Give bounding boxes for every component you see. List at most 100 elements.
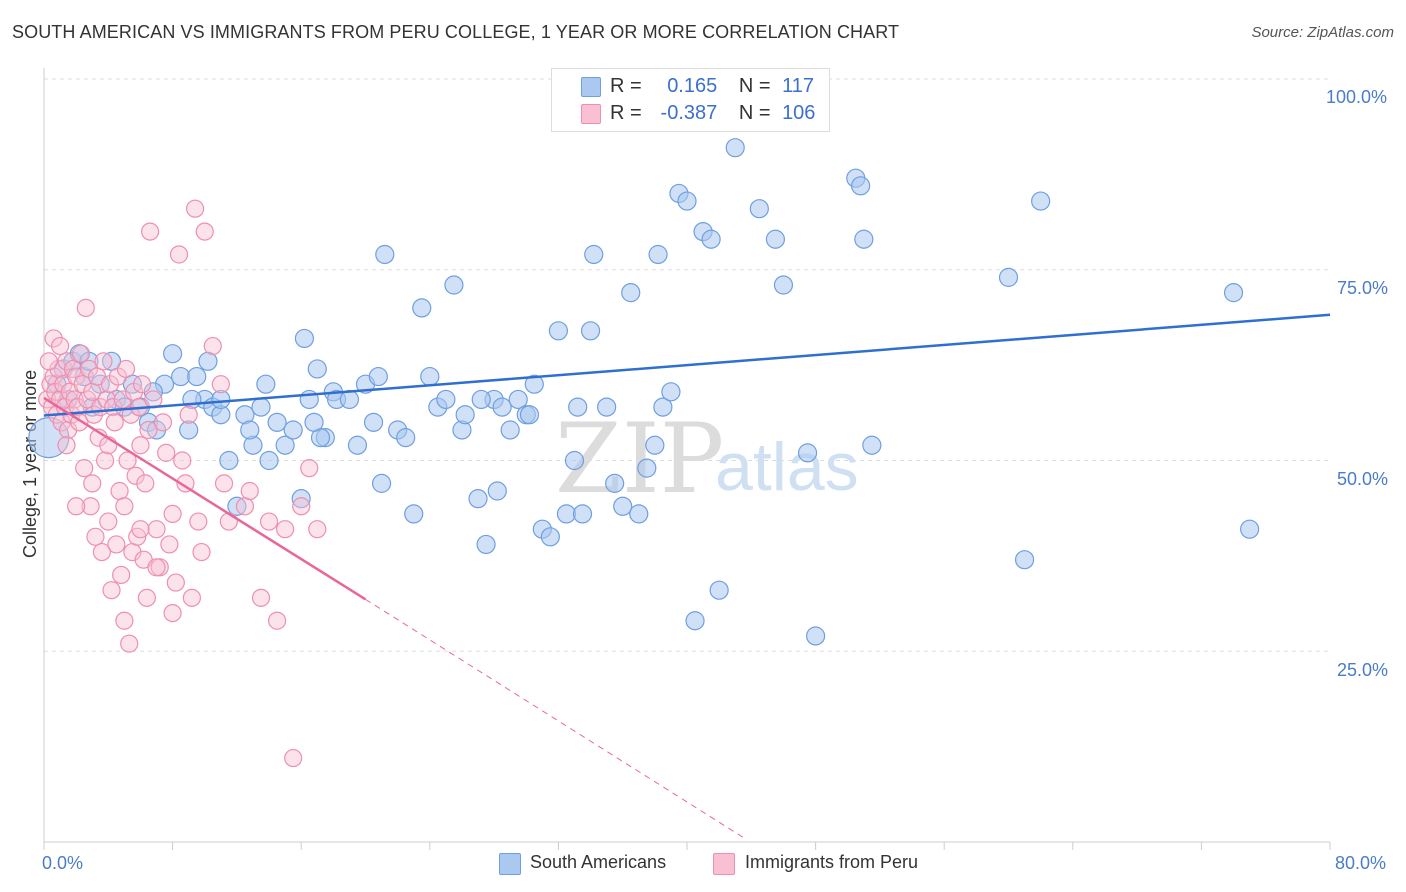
point-immigrants-from-peru (292, 497, 311, 516)
point-immigrants-from-peru (240, 481, 259, 501)
legend-swatch-south-americans (581, 77, 601, 97)
point-immigrants-from-peru (105, 413, 124, 432)
trendline-immigrants-from-peru-extension (365, 598, 744, 838)
point-south-americans (251, 397, 271, 417)
point-immigrants-from-peru (131, 436, 150, 455)
legend-row-south-americans: R = 0.165 N = 117 (610, 75, 814, 98)
point-immigrants-from-peru (115, 497, 134, 516)
point-south-americans (548, 321, 569, 341)
point-south-americans (396, 428, 416, 448)
point-immigrants-from-peru (83, 474, 102, 493)
point-south-americans (275, 435, 295, 455)
bottom-legend-swatch-peru (713, 853, 735, 875)
point-south-americans (773, 275, 794, 295)
bottom-legend-south-americans: South Americans (530, 852, 667, 872)
legend-blue-r: 0.165 (667, 75, 718, 97)
legend-blue-n: 117 (782, 75, 814, 97)
point-south-americans (347, 435, 368, 455)
point-immigrants-from-peru (137, 588, 156, 607)
point-immigrants-from-peru (176, 474, 195, 493)
point-south-americans (556, 504, 577, 524)
point-south-americans (854, 229, 874, 249)
point-south-americans (749, 199, 769, 219)
point-south-americans (371, 473, 392, 493)
legend-pink-r: -0.387 (660, 102, 718, 124)
point-south-americans (240, 420, 260, 440)
point-immigrants-from-peru (259, 512, 279, 531)
point-south-americans (455, 405, 475, 425)
point-south-americans (685, 611, 705, 631)
point-south-americans (572, 504, 593, 524)
point-immigrants-from-peru (97, 390, 116, 409)
point-south-americans (701, 229, 721, 249)
point-immigrants-from-peru (157, 443, 176, 462)
point-south-americans (368, 366, 388, 387)
point-south-americans (851, 176, 871, 196)
point-immigrants-from-peru (67, 497, 86, 516)
point-immigrants-from-peru (267, 611, 287, 630)
point-immigrants-from-peru (39, 352, 58, 371)
point-south-americans (519, 405, 540, 425)
x-tick-label-min: 0.0% (42, 853, 84, 873)
point-south-americans (725, 138, 745, 158)
point-south-americans (476, 534, 496, 555)
point-south-americans (648, 244, 668, 265)
point-immigrants-from-peru (251, 588, 271, 607)
point-immigrants-from-peru (163, 603, 182, 623)
point-immigrants-from-peru (57, 352, 76, 371)
correlation-legend: R = 0.165 N = 117 R = -0.387 N = 106 (551, 68, 830, 132)
point-immigrants-from-peru (115, 611, 134, 630)
point-south-americans (564, 450, 585, 471)
point-immigrants-from-peru (163, 504, 182, 524)
point-south-americans (267, 412, 287, 432)
point-immigrants-from-peru (50, 336, 70, 356)
point-immigrants-from-peru (147, 558, 166, 577)
point-south-americans (187, 366, 207, 387)
point-immigrants-from-peru (92, 542, 111, 562)
point-south-americans (653, 397, 673, 417)
chart-title: SOUTH AMERICAN VS IMMIGRANTS FROM PERU C… (12, 22, 900, 42)
legend-swatch-peru (581, 104, 601, 124)
point-immigrants-from-peru (195, 222, 214, 241)
bottom-legend-peru: Immigrants from Peru (745, 852, 919, 872)
point-south-americans (677, 191, 697, 211)
y-tick-label-75: 75.0% (1337, 278, 1389, 298)
point-south-americans (182, 389, 202, 410)
point-south-americans (540, 527, 560, 547)
legend-n-label: N = (738, 102, 771, 124)
point-south-americans (256, 374, 276, 394)
point-immigrants-from-peru (57, 436, 76, 455)
point-immigrants-from-peru (76, 298, 95, 317)
point-immigrants-from-peru (44, 329, 63, 348)
point-immigrants-from-peru (126, 466, 145, 485)
point-immigrants-from-peru (136, 474, 155, 493)
point-south-americans (375, 244, 395, 265)
point-immigrants-from-peru (153, 413, 173, 432)
point-south-americans (198, 351, 218, 371)
point-immigrants-from-peru (166, 573, 185, 592)
point-south-americans (637, 458, 657, 478)
point-south-americans (621, 283, 641, 303)
point-immigrants-from-peru (132, 375, 152, 394)
point-immigrants-from-peru (116, 359, 136, 379)
point-immigrants-from-peru (110, 481, 129, 501)
point-immigrants-from-peru (139, 420, 158, 440)
point-immigrants-from-peru (235, 497, 255, 516)
point-immigrants-from-peru (219, 512, 238, 531)
point-south-americans (1014, 550, 1035, 570)
point-south-americans (307, 359, 327, 379)
point-south-americans (629, 504, 649, 524)
point-south-americans (709, 580, 729, 600)
point-immigrants-from-peru (192, 542, 211, 562)
point-south-americans (500, 420, 520, 440)
point-immigrants-from-peru (182, 588, 201, 607)
point-south-americans (291, 489, 311, 509)
legend-pink-n: 106 (782, 102, 816, 124)
point-south-americans (661, 382, 681, 402)
point-immigrants-from-peru (211, 375, 230, 394)
point-south-americans (613, 496, 633, 516)
point-south-americans (294, 328, 315, 349)
point-south-americans (597, 397, 617, 417)
point-south-americans (605, 473, 625, 493)
